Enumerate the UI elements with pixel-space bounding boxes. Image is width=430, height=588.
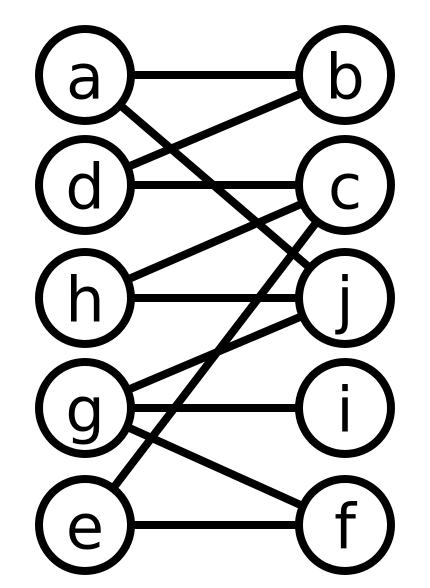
node-j: j <box>295 248 395 348</box>
node-d: d <box>35 135 135 235</box>
node-label-d: d <box>65 151 104 224</box>
node-h: h <box>35 248 135 348</box>
node-circle-c <box>295 135 395 235</box>
node-label-h: h <box>65 264 104 337</box>
node-circle-j <box>295 248 395 348</box>
edges-layer <box>106 71 324 529</box>
node-label-f: f <box>334 491 358 564</box>
node-circle-h <box>35 248 135 348</box>
node-label-g: g <box>65 374 104 447</box>
node-label-j: j <box>334 264 353 337</box>
node-a: a <box>35 25 135 125</box>
node-b: b <box>295 25 395 125</box>
node-label-b: b <box>325 41 364 114</box>
node-i: i <box>295 358 395 458</box>
node-label-c: c <box>328 151 362 224</box>
node-g: g <box>35 358 135 458</box>
node-label-a: a <box>66 41 104 114</box>
node-circle-i <box>295 358 395 458</box>
node-circle-e <box>35 475 135 575</box>
node-e: e <box>35 475 135 575</box>
node-circle-f <box>295 475 395 575</box>
node-label-i: i <box>336 374 353 447</box>
node-c: c <box>295 135 395 235</box>
node-circle-b <box>295 25 395 125</box>
edge-e-c <box>106 214 324 496</box>
node-f: f <box>295 475 395 575</box>
node-label-e: e <box>66 491 104 564</box>
node-circle-g <box>35 358 135 458</box>
edge-h-c <box>119 197 311 286</box>
edge-d-b <box>119 87 311 173</box>
node-circle-a <box>35 25 135 125</box>
node-circle-d <box>35 135 135 235</box>
